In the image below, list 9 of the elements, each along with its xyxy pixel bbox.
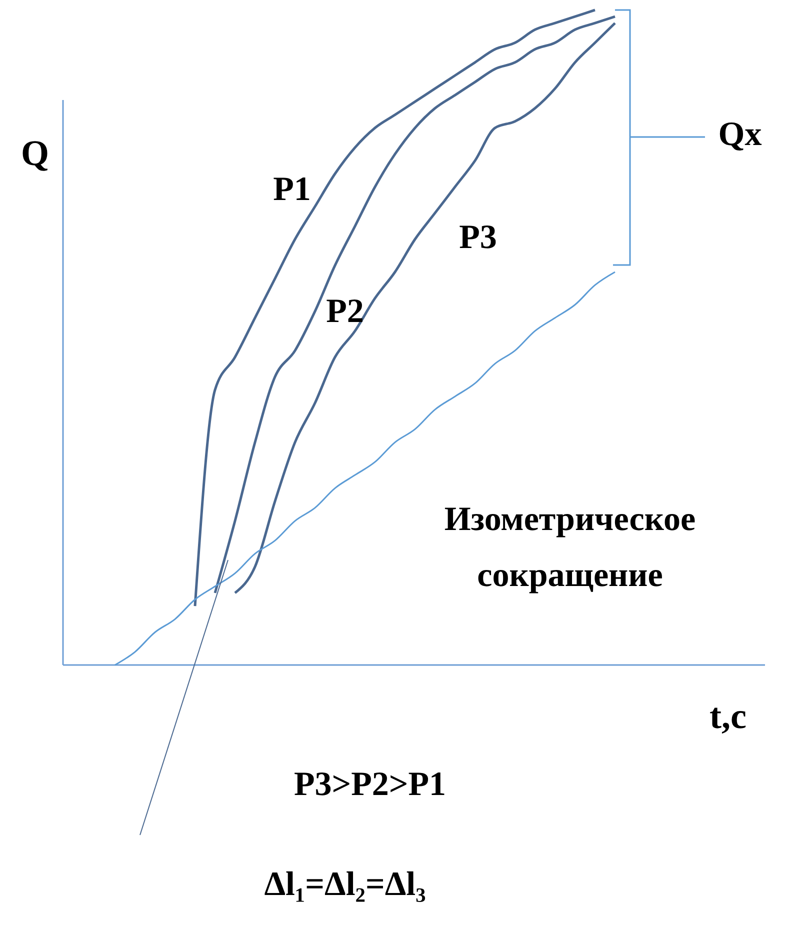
x-axis-title: t,c	[710, 696, 747, 736]
text: Δl₁=Δl₂=Δl₃	[264, 866, 426, 903]
text: P3>P2>P1	[294, 766, 446, 803]
series-label: P3	[459, 219, 497, 256]
y-axis-title: Q	[20, 133, 50, 173]
series-label: P2	[326, 293, 364, 330]
series-label: P1	[273, 171, 311, 208]
text: Qx	[718, 116, 762, 153]
annotation: Изометрическое сокращение	[444, 501, 696, 594]
